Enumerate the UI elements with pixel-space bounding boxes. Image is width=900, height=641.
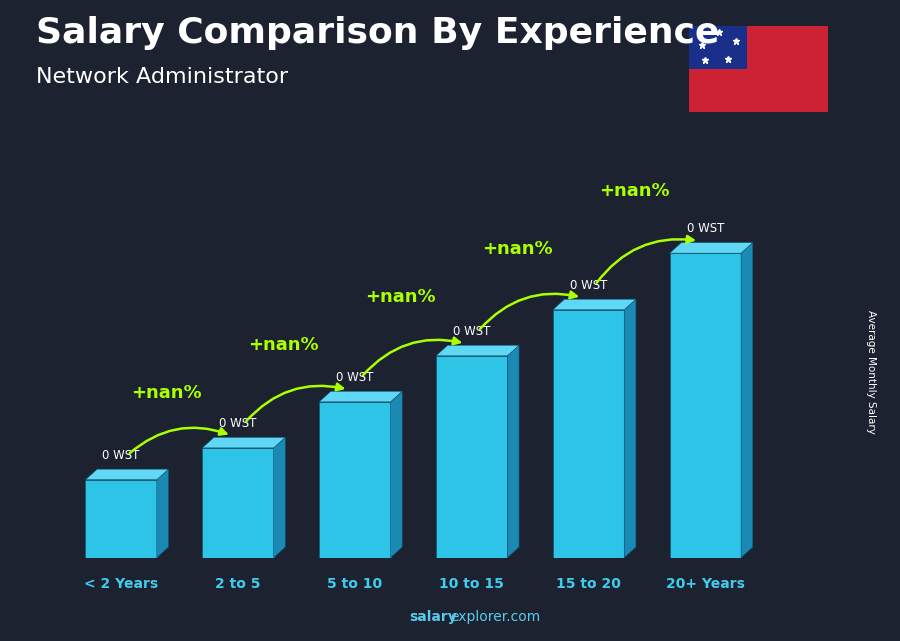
Text: 10 to 15: 10 to 15 xyxy=(439,577,504,591)
Polygon shape xyxy=(157,469,168,558)
Text: 0 WST: 0 WST xyxy=(336,371,374,384)
Polygon shape xyxy=(625,299,636,558)
Bar xyxy=(688,26,747,69)
Polygon shape xyxy=(274,437,285,558)
Text: 0 WST: 0 WST xyxy=(570,279,608,292)
Polygon shape xyxy=(202,437,285,448)
Text: +nan%: +nan% xyxy=(598,182,670,200)
Polygon shape xyxy=(553,310,625,558)
Text: Average Monthly Salary: Average Monthly Salary xyxy=(866,310,877,434)
Text: 15 to 20: 15 to 20 xyxy=(556,577,621,591)
Text: 0 WST: 0 WST xyxy=(453,325,490,338)
Text: +nan%: +nan% xyxy=(248,336,319,354)
Text: < 2 Years: < 2 Years xyxy=(84,577,158,591)
Polygon shape xyxy=(553,299,636,310)
Text: Salary Comparison By Experience: Salary Comparison By Experience xyxy=(36,16,719,50)
Polygon shape xyxy=(670,242,752,253)
Text: +nan%: +nan% xyxy=(365,288,436,306)
Text: 0 WST: 0 WST xyxy=(220,417,256,430)
Polygon shape xyxy=(436,356,508,558)
Text: Network Administrator: Network Administrator xyxy=(36,67,288,87)
Text: salary: salary xyxy=(410,610,457,624)
Text: 5 to 10: 5 to 10 xyxy=(328,577,382,591)
Text: 20+ Years: 20+ Years xyxy=(666,577,745,591)
Polygon shape xyxy=(320,402,391,558)
Text: 0 WST: 0 WST xyxy=(687,222,725,235)
Text: explorer.com: explorer.com xyxy=(450,610,540,624)
Polygon shape xyxy=(508,345,519,558)
Polygon shape xyxy=(670,253,741,558)
Polygon shape xyxy=(741,242,752,558)
Polygon shape xyxy=(436,345,519,356)
Polygon shape xyxy=(86,479,157,558)
Text: 0 WST: 0 WST xyxy=(103,449,140,462)
Text: +nan%: +nan% xyxy=(482,240,553,258)
Polygon shape xyxy=(202,448,274,558)
Text: +nan%: +nan% xyxy=(131,384,202,402)
Text: 2 to 5: 2 to 5 xyxy=(215,577,261,591)
Polygon shape xyxy=(320,391,402,402)
Polygon shape xyxy=(391,391,402,558)
Polygon shape xyxy=(86,469,168,479)
